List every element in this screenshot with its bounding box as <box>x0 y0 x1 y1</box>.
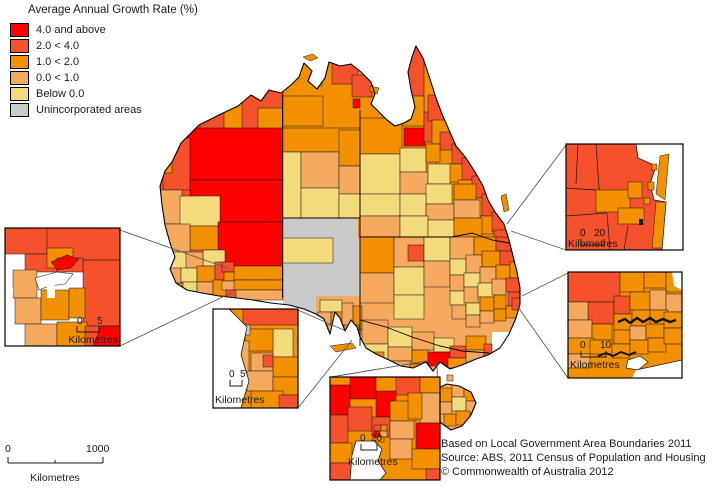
brisbane-inset-map: 0 20 Kilometres <box>565 143 684 251</box>
melbourne-scale-unit: Kilometres <box>348 456 398 468</box>
sydney-inset-map: 0 10 Kilometres <box>567 271 683 379</box>
melbourne-scale-end: 20 <box>371 433 383 444</box>
tasmania-lga-regions <box>435 384 476 430</box>
attribution-line-2: Source: ABS, 2011 Census of Population a… <box>441 452 706 464</box>
state-borders <box>282 94 510 354</box>
brisbane-scale-unit: Kilometres <box>568 238 618 250</box>
legend-swatch-orange-red <box>10 39 29 53</box>
attribution-line-3: © Commonwealth of Australia 2012 <box>441 466 614 478</box>
brisbane-inset-frame <box>565 143 684 251</box>
legend-item-unincorporated: Unincorporated areas <box>8 102 198 118</box>
adelaide-scale-start: 0 <box>229 369 235 380</box>
melbourne-inset-map: 0 20 Kilometres <box>329 376 441 481</box>
attribution-line-1: Based on Local Government Area Boundarie… <box>441 438 692 450</box>
legend-item-0-to-1: 0.0 < 1.0 <box>8 70 198 86</box>
main-scalebar: 0 1000 Kilometres <box>5 443 110 484</box>
sydney-scale-start: 0 <box>580 340 586 351</box>
legend-label: 0.0 < 1.0 <box>36 72 80 84</box>
sydney-inset-frame <box>567 271 683 379</box>
brisbane-scale-end: 20 <box>594 228 606 239</box>
melbourne-scale-start: 0 <box>360 433 366 444</box>
brisbane-scale-start: 0 <box>580 228 586 239</box>
adelaide-inset-map: 0 5 Kilometres <box>212 308 299 409</box>
adelaide-scale-end: 5 <box>240 369 246 380</box>
mainland-lga-regions <box>160 46 520 371</box>
melbourne-inset-frame <box>329 376 441 481</box>
perth-scale-end: 5 <box>97 316 103 327</box>
mainland-coastline <box>159 45 521 372</box>
sydney-scale-unit: Kilometres <box>570 359 620 371</box>
scalebar-end-label: 1000 <box>86 443 110 455</box>
legend-item-1-to-2: 1.0 < 2.0 <box>8 54 198 70</box>
legend-swatch-light-orange <box>10 71 29 85</box>
legend-label: 1.0 < 2.0 <box>36 56 80 68</box>
adelaide-inset-frame <box>212 308 299 409</box>
legend-swatch-orange <box>10 55 29 69</box>
attribution-block: Based on Local Government Area Boundarie… <box>441 437 706 479</box>
legend-label: 4.0 and above <box>36 24 106 36</box>
legend-swatch-red <box>10 23 29 37</box>
scalebar-start-label: 0 <box>5 443 11 455</box>
legend-title: Average Annual Growth Rate (%) <box>28 4 198 16</box>
legend-item-2-to-4: 2.0 < 4.0 <box>8 38 198 54</box>
map-legend: Average Annual Growth Rate (%) 4.0 and a… <box>8 4 198 118</box>
perth-inset-map: 0 5 Kilometres <box>4 227 121 347</box>
scalebar-unit-label: Kilometres <box>30 472 80 484</box>
legend-item-4-and-above: 4.0 and above <box>8 22 198 38</box>
perth-inset-frame <box>4 227 121 347</box>
legend-item-below-0: Below 0.0 <box>8 86 198 102</box>
legend-swatch-gray <box>10 103 29 117</box>
legend-label: Below 0.0 <box>36 88 85 100</box>
perth-scale-start: 0 <box>77 316 83 327</box>
adelaide-scale-unit: Kilometres <box>215 394 265 406</box>
legend-swatch-yellow <box>10 87 29 101</box>
perth-scale-unit: Kilometres <box>68 334 118 346</box>
legend-label: Unincorporated areas <box>36 104 142 116</box>
sydney-scale-end: 10 <box>600 340 612 351</box>
legend-label: 2.0 < 4.0 <box>36 40 80 52</box>
